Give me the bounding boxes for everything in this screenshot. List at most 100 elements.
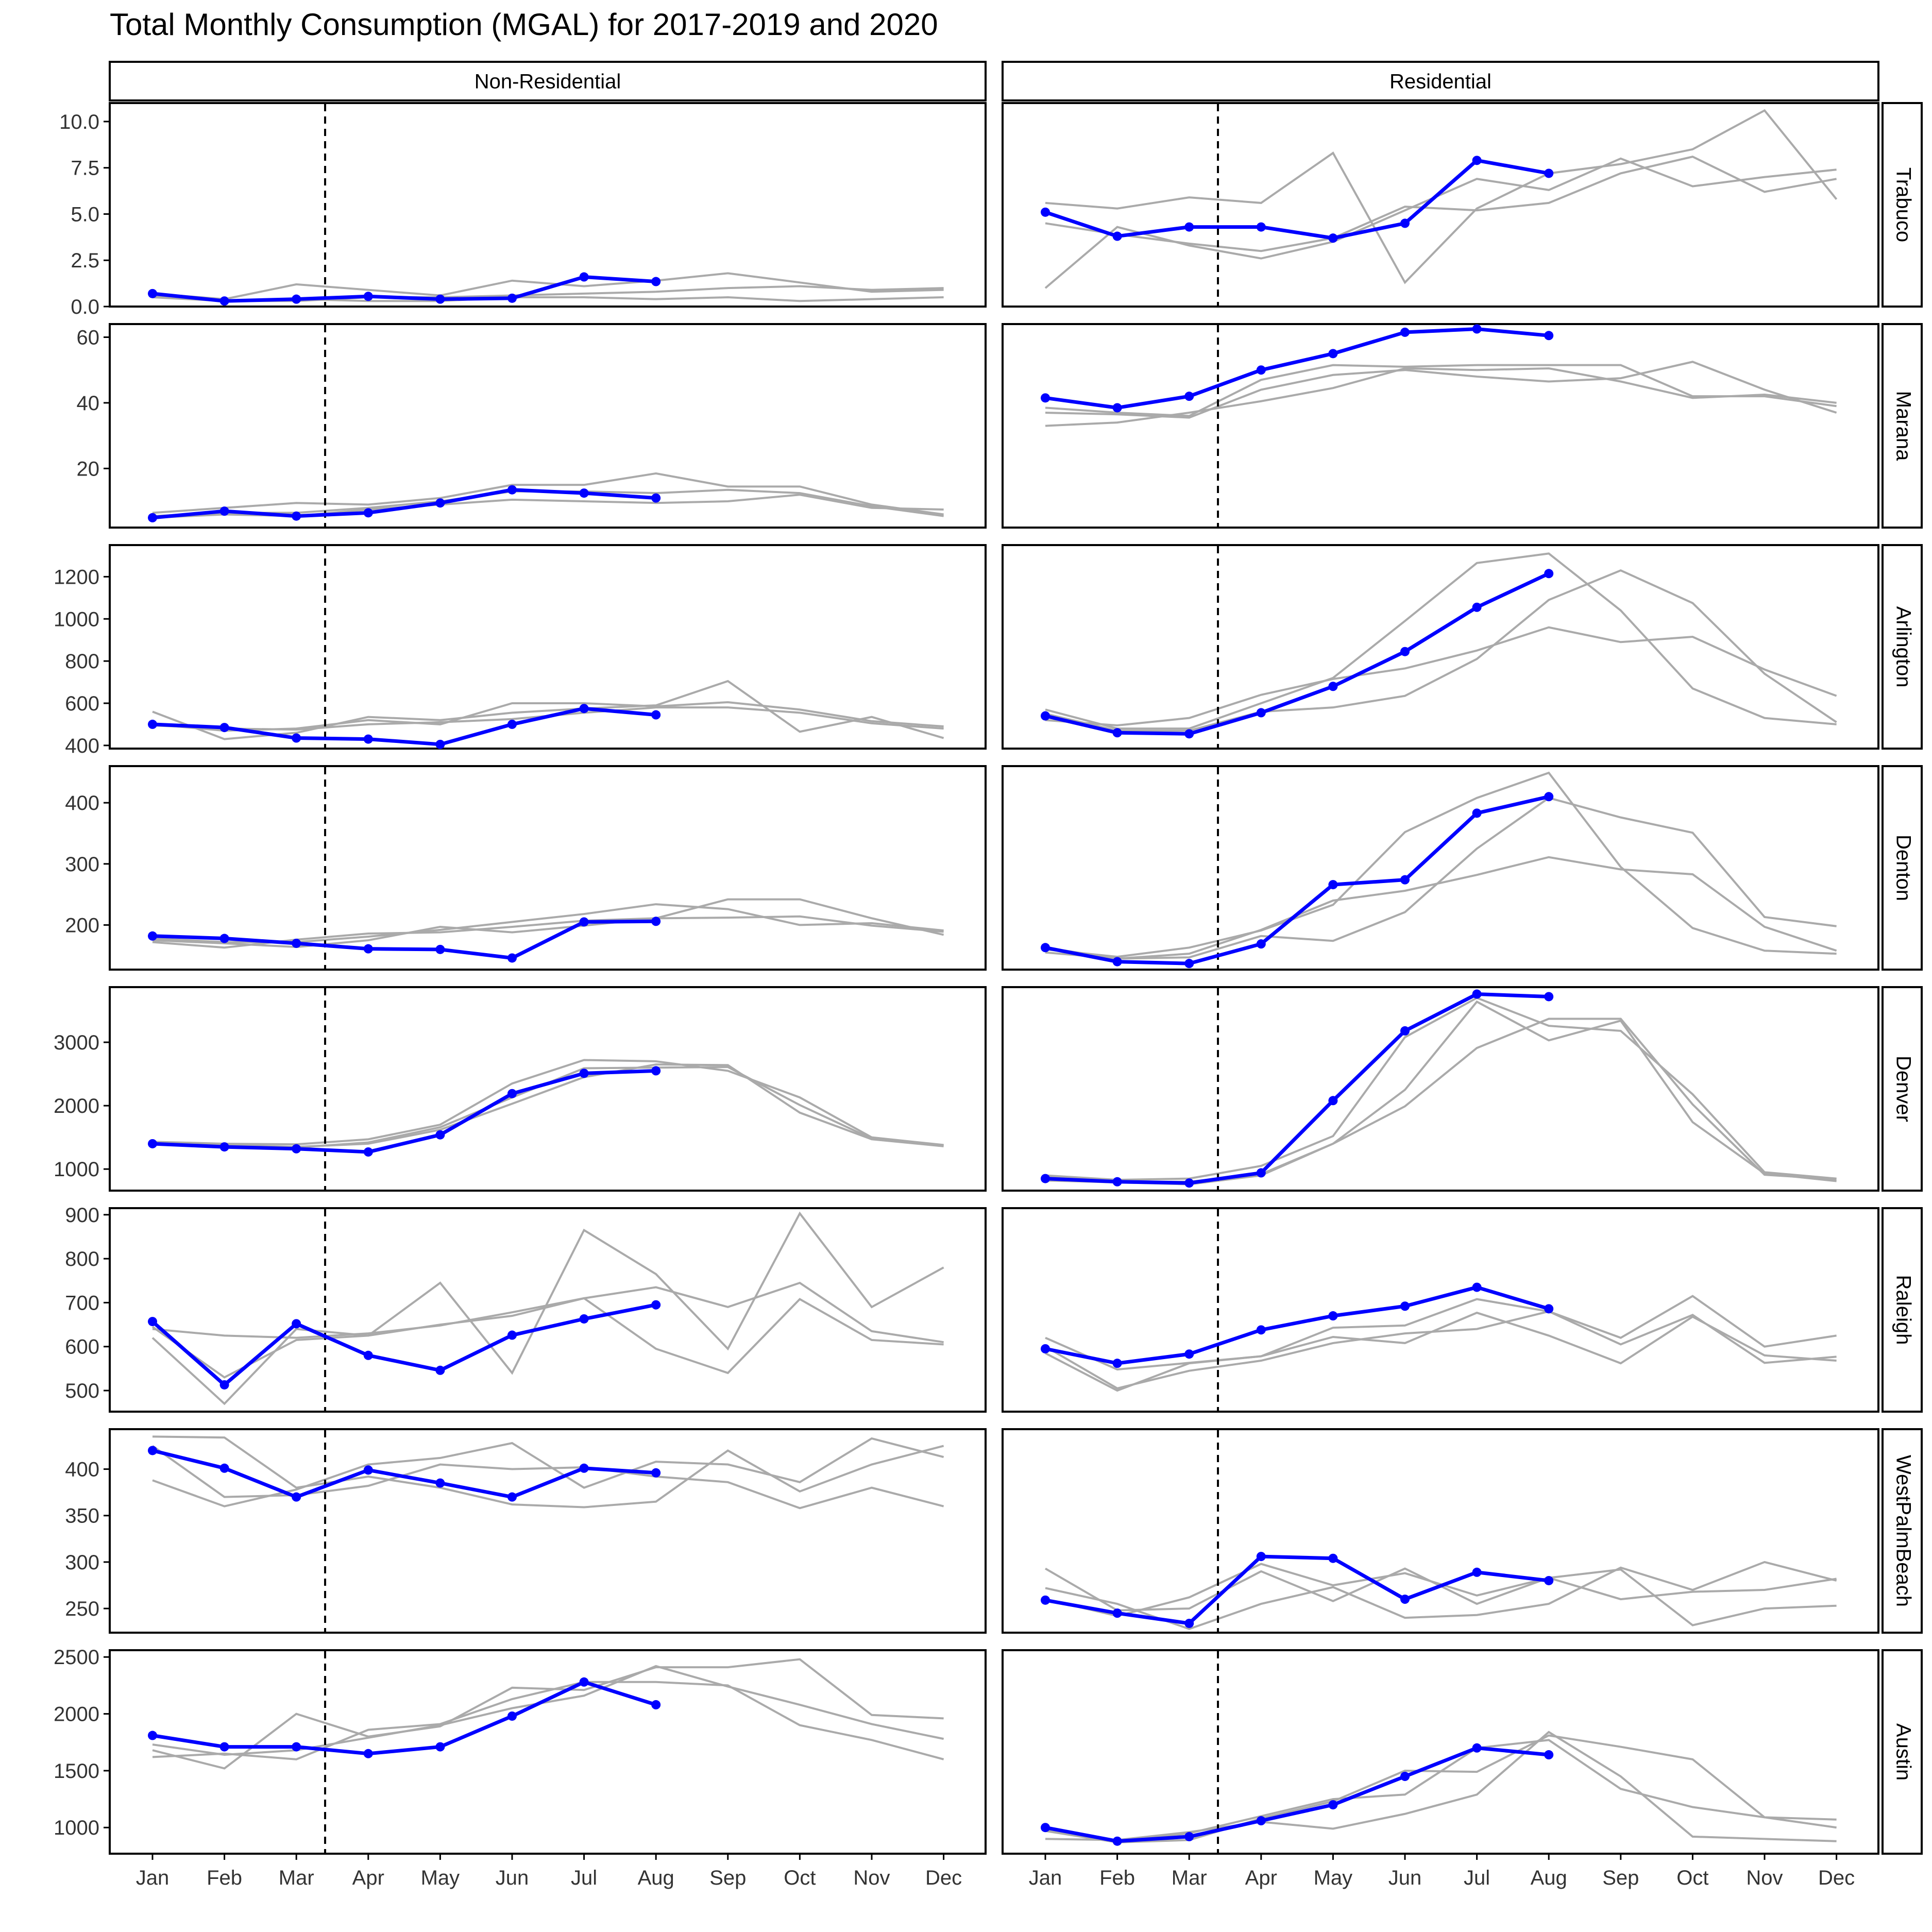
current-data-point [1400, 875, 1410, 885]
row-strip-label: Denton [1892, 835, 1914, 901]
row-strip [1882, 323, 1923, 529]
current-data-point [507, 293, 517, 303]
x-tick-label: Jan [1029, 1867, 1062, 1889]
current-data-point [507, 1089, 517, 1098]
current-data-point [435, 294, 445, 304]
current-data-point [1184, 1349, 1194, 1359]
current-data-point [1112, 728, 1122, 738]
panel-frame [109, 1428, 987, 1634]
current-data-point [292, 733, 301, 743]
current-data-point [435, 944, 445, 954]
history-series-line [152, 272, 944, 300]
x-tick-label: Nov [1746, 1867, 1783, 1889]
current-data-point [1328, 880, 1338, 890]
current-data-point [507, 1492, 517, 1502]
current-series-line [1045, 1285, 1550, 1365]
x-tick-label: Dec [925, 1867, 962, 1889]
current-data-point [148, 289, 157, 298]
current-series-line [152, 1449, 656, 1499]
y-tick-label: 300 [65, 1551, 99, 1574]
current-data-point [219, 1142, 229, 1152]
y-tick-label: 60 [77, 326, 100, 349]
current-series-line [152, 1680, 657, 1756]
current-data-point [507, 1330, 517, 1340]
current-data-point [292, 1144, 301, 1154]
current-data-point [1256, 1816, 1266, 1826]
current-data-point [292, 938, 301, 948]
x-tick-label: Jul [1464, 1867, 1490, 1889]
panel-frame [1002, 1207, 1879, 1413]
current-data-point [1184, 1178, 1194, 1188]
current-data-point [507, 953, 517, 963]
current-data-point [1184, 1832, 1194, 1841]
current-series-line [1045, 1746, 1549, 1843]
current-data-point [219, 296, 229, 306]
history-series-line [1045, 796, 1837, 960]
current-data-point [1112, 1177, 1122, 1187]
x-tick-label: Jul [571, 1867, 597, 1889]
history-series-line [1045, 1295, 1837, 1392]
x-tick-label: Feb [207, 1867, 242, 1889]
current-data-point [219, 1742, 229, 1752]
current-data-point [1328, 233, 1338, 243]
chart-title: Total Monthly Consumption (MGAL) for 201… [110, 7, 938, 42]
y-tick-label: 40 [77, 392, 100, 415]
y-tick-label: 800 [65, 1248, 99, 1270]
current-data-point [507, 485, 517, 495]
y-tick-label: 400 [65, 792, 99, 815]
column-strip-label: Residential [1389, 71, 1492, 93]
history-series-line [1045, 1561, 1837, 1630]
panel-frame [1002, 986, 1879, 1192]
y-tick-label: 10.0 [59, 111, 99, 133]
current-data-point [1400, 327, 1410, 337]
current-data-point [1472, 989, 1482, 999]
row-strip [1882, 544, 1923, 750]
current-data-point [651, 1066, 661, 1076]
x-tick-label: Aug [638, 1867, 674, 1889]
y-tick-label: 250 [65, 1598, 99, 1620]
current-data-point [363, 292, 373, 301]
current-data-point [292, 1319, 301, 1329]
current-data-point [1544, 1575, 1554, 1585]
current-data-point [651, 493, 661, 503]
current-data-point [1184, 1618, 1194, 1628]
panel-frame [109, 544, 987, 750]
current-data-point [1472, 602, 1482, 612]
current-data-point [651, 277, 661, 286]
current-data-point [1328, 1096, 1338, 1106]
current-data-point [579, 1069, 589, 1078]
history-series-line [151, 1297, 944, 1405]
current-data-point [435, 1742, 445, 1752]
current-data-point [1544, 569, 1554, 579]
history-series-line [152, 1665, 944, 1756]
current-data-point [507, 719, 517, 729]
current-data-point [507, 1711, 517, 1721]
x-tick-label: Sep [709, 1867, 746, 1889]
current-series-line [152, 275, 656, 303]
x-tick-label: Jun [1388, 1867, 1422, 1889]
current-data-point [219, 506, 229, 516]
y-tick-label: 2000 [54, 1095, 99, 1117]
history-series-line [152, 915, 944, 948]
x-tick-label: Mar [279, 1867, 314, 1889]
current-data-point [1400, 1771, 1410, 1781]
current-data-point [148, 719, 157, 729]
current-data-point [579, 917, 589, 927]
current-data-point [1041, 943, 1050, 953]
current-data-point [1544, 792, 1554, 802]
current-data-point [435, 498, 445, 508]
current-data-point [1544, 168, 1554, 178]
y-tick-label: 900 [65, 1204, 99, 1227]
current-data-point [579, 488, 589, 498]
current-data-point [363, 734, 373, 744]
column-strip-label: Non-Residential [474, 71, 621, 93]
current-series-line [152, 488, 656, 520]
current-data-point [363, 508, 373, 518]
current-data-point [1041, 1174, 1050, 1183]
y-tick-label: 0.0 [71, 296, 99, 318]
row-strip-label: Austin [1892, 1723, 1914, 1781]
current-data-point [651, 710, 661, 720]
current-data-point [1256, 708, 1266, 718]
row-strip-label: Arlington [1892, 606, 1914, 688]
